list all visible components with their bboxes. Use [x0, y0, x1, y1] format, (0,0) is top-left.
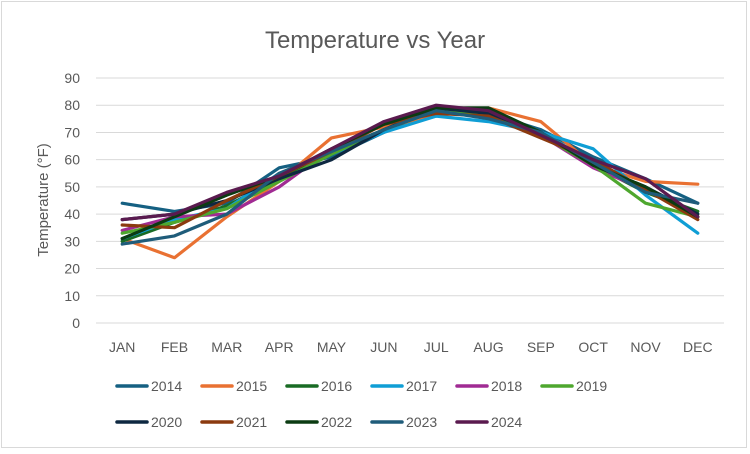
- legend-label: 2015: [236, 378, 267, 394]
- x-tick-label: MAY: [317, 339, 347, 355]
- legend-label: 2014: [151, 378, 182, 394]
- gridlines: [96, 77, 724, 324]
- chart-frame: Temperature vs Year Temperature (°F) 0 10…: [1, 1, 747, 448]
- x-tick-label: NOV: [630, 339, 661, 355]
- legend-item-2017: 2017: [370, 378, 437, 394]
- series-line-2021: [120, 111, 700, 230]
- legend-label: 2019: [576, 378, 607, 394]
- y-tick-label: 50: [64, 179, 80, 195]
- legend-label: 2022: [321, 414, 352, 430]
- legend-item-2022: 2022: [285, 414, 352, 430]
- y-tick-label: 30: [64, 233, 80, 249]
- legend-item-2024: 2024: [455, 414, 522, 430]
- y-tick-label: 10: [64, 288, 80, 304]
- series-line-2015: [120, 106, 700, 260]
- series-lines: [120, 103, 700, 260]
- y-tick-label: 70: [64, 124, 80, 140]
- legend-item-2020: 2020: [115, 414, 182, 430]
- legend-label: 2021: [236, 414, 267, 430]
- x-tick-label: SEP: [527, 339, 555, 355]
- x-tick-label: OCT: [578, 339, 608, 355]
- legend: 2014 2015 2016 2017 2018 2019 2020 2021 2022 2023…: [115, 378, 607, 430]
- x-tick-label: FEB: [161, 339, 188, 355]
- legend-item-2016: 2016: [285, 378, 352, 394]
- legend-label: 2024: [491, 414, 522, 430]
- chart-title: Temperature vs Year: [265, 27, 485, 54]
- legend-item-2015: 2015: [200, 378, 267, 394]
- x-tick-label: APR: [265, 339, 294, 355]
- legend-label: 2016: [321, 378, 352, 394]
- x-tick-label: JUN: [370, 339, 397, 355]
- x-tick-label: JAN: [109, 339, 135, 355]
- line-chart: Temperature vs Year Temperature (°F) 0 10…: [35, 27, 724, 430]
- x-tick-labels: JAN FEB MAR APR MAY JUN JUL AUG SEP OCT NOV DEC: [109, 339, 713, 355]
- y-tick-labels: 0 10 20 30 40 50 60 70 80 90: [64, 70, 80, 331]
- legend-label: 2020: [151, 414, 182, 430]
- x-tick-label: DEC: [683, 339, 713, 355]
- legend-label: 2023: [406, 414, 437, 430]
- legend-item-2018: 2018: [455, 378, 522, 394]
- y-tick-label: 60: [64, 152, 80, 168]
- legend-item-2019: 2019: [540, 378, 607, 394]
- y-axis-label: Temperature (°F): [35, 143, 52, 257]
- y-tick-label: 20: [64, 261, 80, 277]
- x-tick-label: MAR: [211, 339, 242, 355]
- legend-item-2014: 2014: [115, 378, 182, 394]
- y-tick-label: 0: [72, 315, 80, 331]
- legend-item-2021: 2021: [200, 414, 267, 430]
- series-line-2024: [120, 103, 700, 222]
- legend-label: 2018: [491, 378, 522, 394]
- y-tick-label: 40: [64, 206, 80, 222]
- y-tick-label: 90: [64, 70, 80, 86]
- x-tick-label: JUL: [424, 339, 449, 355]
- legend-item-2023: 2023: [370, 414, 437, 430]
- x-tick-label: AUG: [473, 339, 503, 355]
- y-tick-label: 80: [64, 97, 80, 113]
- legend-label: 2017: [406, 378, 437, 394]
- series-line-2023: [120, 109, 700, 246]
